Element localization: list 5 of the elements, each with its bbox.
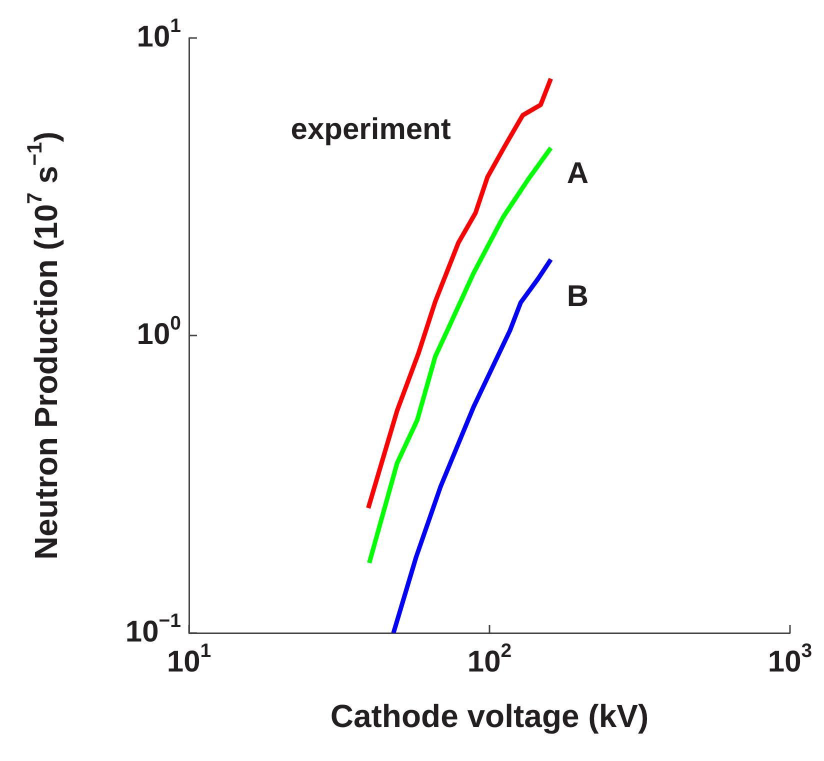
- series-label: A: [566, 157, 589, 190]
- series-label: B: [566, 280, 589, 313]
- y-axis-title: Neutron Production (107 s−1): [24, 131, 64, 560]
- x-axis-title: Cathode voltage (kV): [330, 698, 649, 734]
- series-label: experiment: [290, 112, 451, 146]
